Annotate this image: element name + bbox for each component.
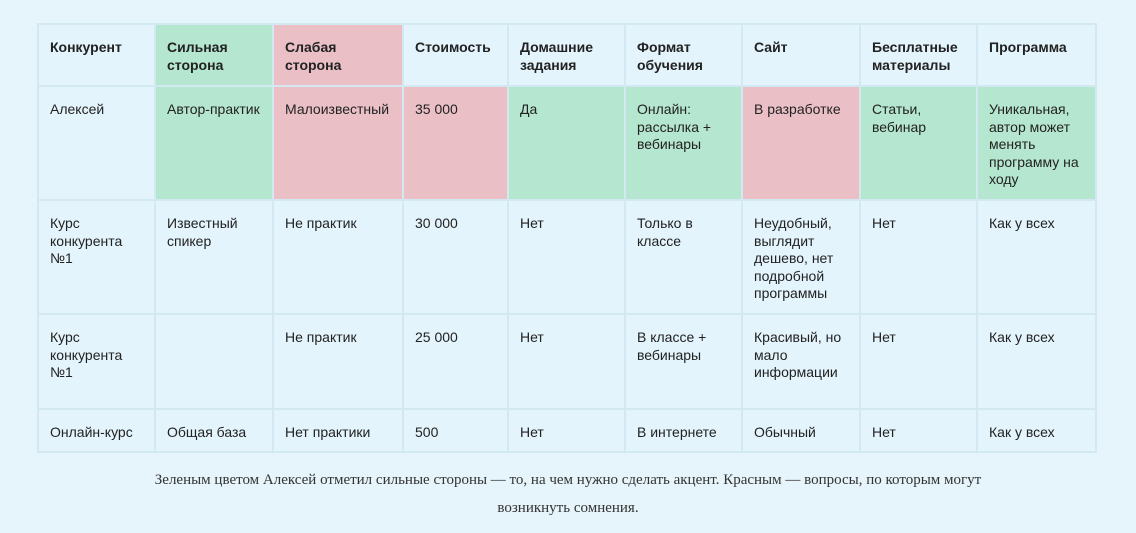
table-cell: 35 000: [402, 85, 509, 201]
competitor-table: Конкурент Сильная сторона Слабая сторона…: [37, 23, 1097, 453]
header-homework: Домашние задания: [507, 23, 626, 87]
table-cell: Нет: [507, 199, 626, 315]
table-cell: 25 000: [402, 313, 509, 410]
table-caption: Зеленым цветом Алексей отметил сильные с…: [154, 472, 982, 516]
table-cell: 500: [402, 408, 509, 453]
table-cell: Красивый, но мало информации: [741, 313, 861, 410]
table-cell: Статьи, вебинар: [859, 85, 978, 201]
table-cell: Нет: [859, 408, 978, 453]
table-cell: В классе + вебинары: [624, 313, 743, 410]
table-cell: Нет: [507, 408, 626, 453]
table-cell: Не практик: [272, 199, 404, 315]
table-cell: Нет: [507, 313, 626, 410]
table-cell: Нет практики: [272, 408, 404, 453]
table-cell: Малоизвестный: [272, 85, 404, 201]
header-free-materials: Бесплатные материалы: [859, 23, 978, 87]
table-cell: Нет: [859, 313, 978, 410]
table-cell: Только в классе: [624, 199, 743, 315]
table-cell: Неудобный, выглядит дешево, нет подробно…: [741, 199, 861, 315]
table-cell: Курс конкурента №1: [37, 313, 156, 410]
table-cell: [154, 313, 274, 410]
table-header-row: Конкурент Сильная сторона Слабая сторона…: [37, 23, 1097, 87]
header-competitor: Конкурент: [37, 23, 156, 87]
table-cell: Уникальная, автор может менять программу…: [976, 85, 1097, 201]
table-row: Курс конкурента №1 Известный спикер Не п…: [37, 199, 1097, 315]
header-strength: Сильная сторона: [154, 23, 274, 87]
table-cell: Да: [507, 85, 626, 201]
header-price: Стоимость: [402, 23, 509, 87]
table-cell: Алексей: [37, 85, 156, 201]
table-row: Алексей Автор-практик Малоизвестный 35 0…: [37, 85, 1097, 201]
table-cell: Нет: [859, 199, 978, 315]
header-weakness: Слабая сторона: [272, 23, 404, 87]
table-cell: Автор-практик: [154, 85, 274, 201]
header-program: Программа: [976, 23, 1097, 87]
table-cell: В разработке: [741, 85, 861, 201]
table-cell: Онлайн: рассылка + вебинары: [624, 85, 743, 201]
table-cell: В интернете: [624, 408, 743, 453]
table-cell: 30 000: [402, 199, 509, 315]
table-cell: Известный спикер: [154, 199, 274, 315]
table-cell: Обычный: [741, 408, 861, 453]
table-row: Курс конкурента №1 Не практик 25 000 Нет…: [37, 313, 1097, 410]
table-cell: Как у всех: [976, 313, 1097, 410]
header-format: Формат обучения: [624, 23, 743, 87]
table-row: Онлайн-курс Общая база Нет практики 500 …: [37, 408, 1097, 453]
table-cell: Курс конкурента №1: [37, 199, 156, 315]
table-cell: Онлайн-курс: [37, 408, 156, 453]
table-cell: Не практик: [272, 313, 404, 410]
table-cell: Как у всех: [976, 199, 1097, 315]
header-site: Сайт: [741, 23, 861, 87]
table-cell: Общая база: [154, 408, 274, 453]
table-cell: Как у всех: [976, 408, 1097, 453]
